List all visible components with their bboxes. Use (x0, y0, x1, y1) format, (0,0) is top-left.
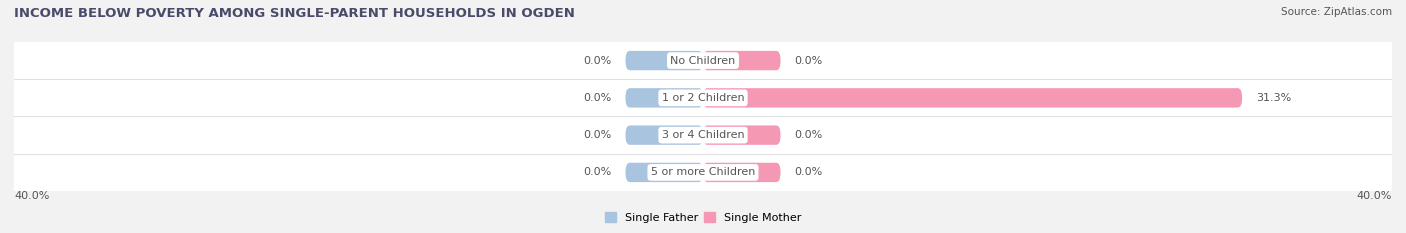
Text: 5 or more Children: 5 or more Children (651, 168, 755, 177)
Text: 3 or 4 Children: 3 or 4 Children (662, 130, 744, 140)
FancyBboxPatch shape (14, 116, 1392, 154)
FancyBboxPatch shape (626, 88, 703, 108)
FancyBboxPatch shape (626, 163, 703, 182)
Text: 31.3%: 31.3% (1256, 93, 1291, 103)
FancyBboxPatch shape (626, 125, 703, 145)
Text: INCOME BELOW POVERTY AMONG SINGLE-PARENT HOUSEHOLDS IN OGDEN: INCOME BELOW POVERTY AMONG SINGLE-PARENT… (14, 7, 575, 20)
Text: 0.0%: 0.0% (583, 93, 612, 103)
Text: 0.0%: 0.0% (794, 130, 823, 140)
FancyBboxPatch shape (703, 163, 780, 182)
Text: 0.0%: 0.0% (583, 168, 612, 177)
FancyBboxPatch shape (14, 42, 1392, 79)
Text: 0.0%: 0.0% (583, 130, 612, 140)
Text: 0.0%: 0.0% (583, 56, 612, 65)
FancyBboxPatch shape (626, 51, 703, 70)
FancyBboxPatch shape (14, 79, 1392, 116)
Text: 40.0%: 40.0% (1357, 191, 1392, 201)
Text: Source: ZipAtlas.com: Source: ZipAtlas.com (1281, 7, 1392, 17)
FancyBboxPatch shape (703, 88, 1241, 108)
Legend: Single Father, Single Mother: Single Father, Single Mother (600, 208, 806, 227)
Text: 40.0%: 40.0% (14, 191, 49, 201)
FancyBboxPatch shape (703, 125, 780, 145)
Text: 0.0%: 0.0% (794, 168, 823, 177)
Text: 1 or 2 Children: 1 or 2 Children (662, 93, 744, 103)
Text: No Children: No Children (671, 56, 735, 65)
FancyBboxPatch shape (703, 51, 780, 70)
Text: 0.0%: 0.0% (794, 56, 823, 65)
FancyBboxPatch shape (14, 154, 1392, 191)
